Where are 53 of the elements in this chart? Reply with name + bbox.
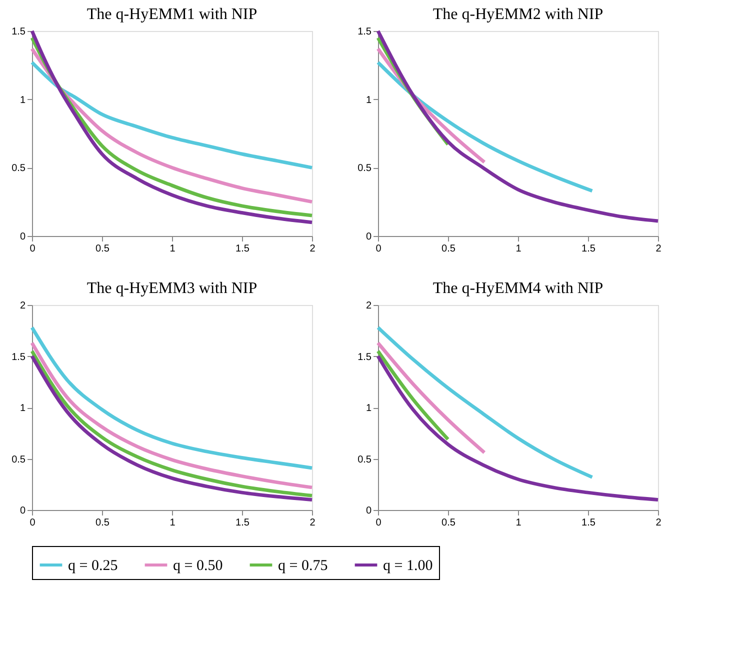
line-series xyxy=(376,60,594,193)
x-tick-label: 2 xyxy=(656,244,662,254)
y-tick-label: 1 xyxy=(366,94,372,106)
line-series xyxy=(376,354,660,502)
legend-label: q = 0.75 xyxy=(278,558,328,574)
x-tick-label: 2 xyxy=(656,518,662,528)
x-tick-label: 1 xyxy=(170,518,176,528)
x-tick-label: 1 xyxy=(516,518,522,528)
y-tick-label: 1.5 xyxy=(358,352,372,363)
y-tick-label: 1.5 xyxy=(12,26,26,38)
x-tick-label: 0 xyxy=(376,244,382,254)
chart-title: The q-HyEMM2 with NIP xyxy=(432,6,604,23)
y-tick-label: 0 xyxy=(366,232,372,242)
line-series xyxy=(376,341,486,454)
legend-label: q = 1.00 xyxy=(383,558,433,574)
chart-title: The q-HyEMM4 with NIP xyxy=(432,280,604,297)
line-series xyxy=(30,60,314,170)
x-tick-label: 1.5 xyxy=(582,244,596,254)
legend-label: q = 0.25 xyxy=(68,558,118,574)
x-tick-label: 0.5 xyxy=(96,518,110,528)
x-tick-label: 0 xyxy=(30,518,36,528)
x-tick-label: 0.5 xyxy=(96,244,110,254)
y-tick-label: 1 xyxy=(20,403,26,414)
y-tick-label: 0 xyxy=(20,232,26,242)
y-tick-label: 1 xyxy=(20,94,26,106)
y-tick-label: 0.5 xyxy=(12,163,26,174)
chart-title: The q-HyEMM3 with NIP xyxy=(86,280,258,297)
x-tick-label: 1.5 xyxy=(582,518,596,528)
line-series xyxy=(376,29,660,223)
y-tick-label: 0.5 xyxy=(12,454,26,466)
y-tick-label: 2 xyxy=(20,300,26,312)
line-series xyxy=(30,326,314,470)
x-tick-label: 1.5 xyxy=(236,518,250,528)
y-tick-label: 1.5 xyxy=(358,26,372,38)
x-tick-label: 2 xyxy=(310,244,316,254)
x-tick-label: 2 xyxy=(310,518,316,528)
x-tick-label: 1.5 xyxy=(236,244,250,254)
x-tick-label: 0 xyxy=(376,518,382,528)
line-series xyxy=(376,326,594,479)
chart-title: The q-HyEMM1 with NIP xyxy=(86,6,258,23)
y-tick-label: 0.5 xyxy=(358,454,372,466)
legend-label: q = 0.50 xyxy=(173,558,223,574)
x-tick-label: 0.5 xyxy=(442,244,456,254)
y-tick-label: 0.5 xyxy=(358,163,372,174)
x-tick-label: 1 xyxy=(516,244,522,254)
y-tick-label: 1 xyxy=(366,403,372,414)
y-tick-label: 0 xyxy=(366,506,372,516)
y-tick-label: 1.5 xyxy=(12,352,26,363)
y-tick-label: 0 xyxy=(20,506,26,516)
x-tick-label: 1 xyxy=(170,244,176,254)
x-tick-label: 0.5 xyxy=(442,518,456,528)
x-tick-label: 0 xyxy=(30,244,36,254)
y-tick-label: 2 xyxy=(366,300,372,312)
